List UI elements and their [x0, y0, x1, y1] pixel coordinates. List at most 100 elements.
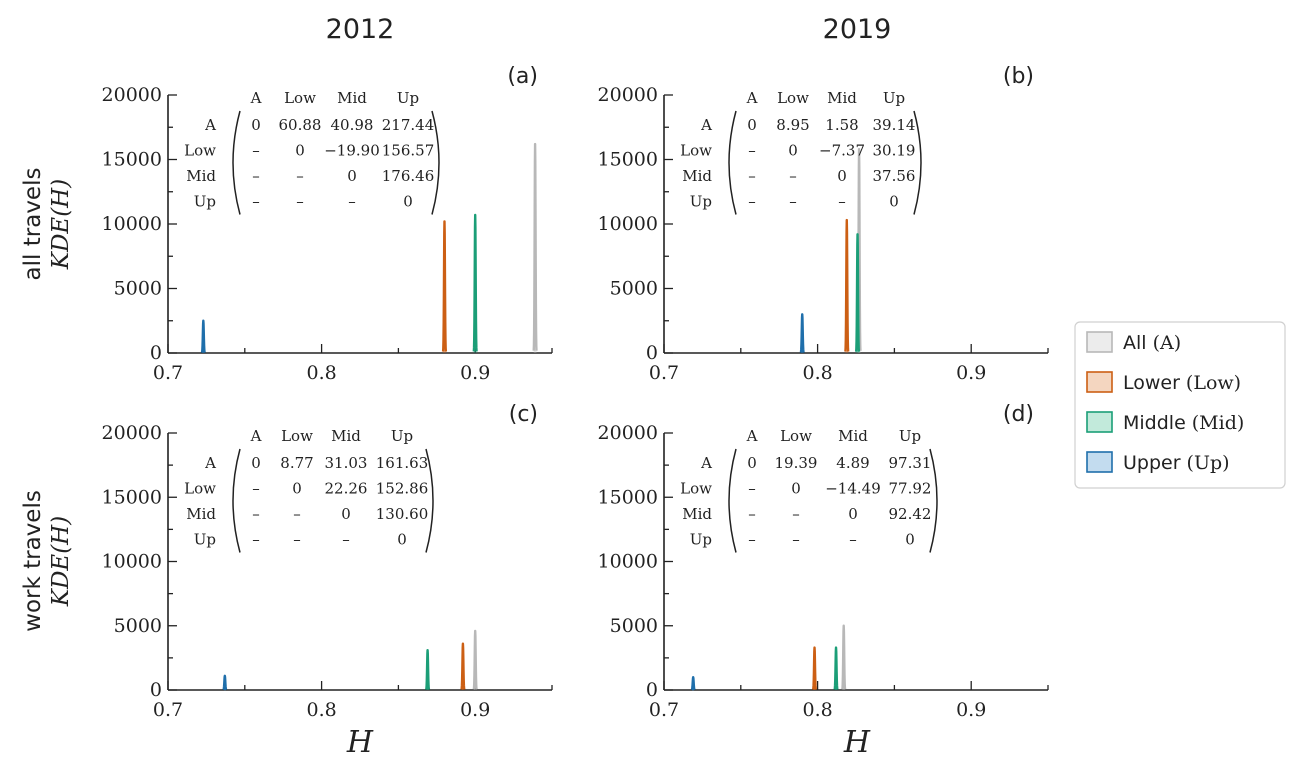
matrix-cell: 217.44	[382, 116, 435, 134]
matrix-cell: –	[293, 505, 301, 523]
matrix-cell: −7.37	[819, 142, 865, 160]
matrix-cell: 97.31	[889, 454, 932, 472]
matrix-cell: 161.63	[376, 454, 429, 472]
legend-swatch-all	[1086, 331, 1113, 353]
distance-matrix: A Low Mid Up A 0 19.39 4.89 97.31 Low – 0 −14.49 77.9…	[680, 427, 938, 553]
kde-line-upper	[222, 674, 228, 691]
kde-line-upper	[799, 313, 805, 353]
y-tick-label: 10000	[598, 551, 658, 573]
panel-1: 0 5000 10000 15000 20000 0.7 0.8 0.9 (b) A Low Mid U…	[598, 64, 1049, 384]
x-tick-label: 0.8	[306, 699, 336, 721]
x-tick-label: 0.8	[802, 362, 832, 384]
x-tick-label: 0.9	[460, 699, 490, 721]
matrix-cell: 0	[292, 480, 302, 498]
matrix-header: Up	[883, 89, 905, 107]
matrix-header: Low	[281, 427, 313, 445]
matrix-cell: –	[252, 505, 260, 523]
y-tick-label: 5000	[610, 278, 658, 300]
xlabel-left: H	[346, 725, 374, 759]
matrix-header: Mid	[331, 427, 361, 445]
matrix-cell: –	[342, 531, 350, 549]
kde-line-middle	[833, 646, 839, 690]
matrix-cell: –	[252, 480, 260, 498]
matrix-row-label: Low	[184, 480, 216, 498]
matrix-right-paren	[425, 448, 434, 553]
y-tick-label: 15000	[598, 486, 658, 508]
y-tick-label: 0	[646, 679, 658, 701]
matrix-cell: –	[838, 193, 846, 211]
distance-matrix: A Low Mid Up A 0 8.77 31.03 161.63 Low – 0 22.26 152.…	[184, 427, 434, 553]
matrix-cell: 0	[341, 505, 351, 523]
kde-line-all	[532, 142, 538, 351]
matrix-cell: 176.46	[382, 167, 435, 185]
matrix-cell: 60.88	[279, 116, 322, 134]
matrix-row-label: A	[204, 454, 216, 472]
matrix-cell: 39.14	[873, 116, 916, 134]
matrix-row-label: Mid	[682, 167, 712, 185]
legend-label: All (A)	[1123, 332, 1181, 354]
matrix-header: Low	[284, 89, 316, 107]
distance-matrix: A Low Mid Up A 0 60.88 40.98 217.44 Low – 0 −19.90 15…	[184, 89, 440, 215]
matrix-header: Up	[899, 427, 921, 445]
matrix-left-paren	[232, 110, 241, 215]
matrix-row-label: A	[700, 454, 712, 472]
legend-label: Lower (Low)	[1123, 372, 1241, 394]
matrix-cell: –	[748, 505, 756, 523]
matrix-cell: –	[748, 193, 756, 211]
col-title-2019: 2019	[823, 14, 892, 45]
matrix-cell: –	[748, 142, 756, 160]
matrix-row-label: A	[700, 116, 712, 134]
matrix-header: Up	[397, 89, 419, 107]
matrix-cell: 0	[747, 116, 757, 134]
matrix-cell: –	[849, 531, 857, 549]
matrix-left-paren	[728, 110, 737, 215]
legend-label: Upper (Up)	[1123, 452, 1230, 474]
matrix-cell: 4.89	[836, 454, 869, 472]
matrix-cell: 22.26	[325, 480, 368, 498]
panel-letter: (a)	[507, 64, 538, 89]
matrix-cell: –	[296, 193, 304, 211]
y-tick-label: 0	[646, 342, 658, 364]
matrix-cell: 0	[403, 193, 413, 211]
matrix-row-label: Up	[194, 193, 216, 211]
matrix-cell: 0	[295, 142, 305, 160]
kde-line-middle	[854, 233, 861, 352]
kde-line-upper	[690, 675, 696, 691]
legend-name: Upper	[1123, 452, 1181, 474]
matrix-cell: 8.77	[280, 454, 313, 472]
legend: All (A) Lower (Low) Middle (Mid) Upper (Up)	[1074, 321, 1286, 489]
x-tick-label: 0.8	[802, 699, 832, 721]
matrix-cell: 31.03	[325, 454, 368, 472]
matrix-header: A	[250, 427, 262, 445]
matrix-cell: 0	[889, 193, 899, 211]
matrix-cell: 0	[788, 142, 798, 160]
col-title-2012: 2012	[326, 14, 395, 45]
x-tick-label: 0.8	[306, 362, 336, 384]
legend-frame	[1074, 321, 1286, 489]
y-tick-label: 20000	[598, 84, 658, 106]
matrix-cell: 19.39	[775, 454, 818, 472]
matrix-right-paren	[431, 110, 440, 215]
matrix-header: A	[746, 89, 758, 107]
xlabel-right: H	[843, 725, 871, 759]
kde-line-lower	[460, 642, 466, 690]
matrix-header: Low	[780, 427, 812, 445]
matrix-cell: 130.60	[376, 505, 429, 523]
legend-swatch-lower	[1086, 371, 1113, 393]
legend-abbr: (Up)	[1187, 452, 1230, 474]
y-tick-label: 20000	[102, 84, 162, 106]
panel-letter: (b)	[1003, 64, 1034, 89]
matrix-row-label: Low	[184, 142, 216, 160]
x-tick-label: 0.9	[956, 362, 986, 384]
y-tick-label: 0	[150, 679, 162, 701]
matrix-cell: –	[792, 505, 800, 523]
y-tick-label: 15000	[102, 486, 162, 508]
x-tick-label: 0.7	[649, 699, 679, 721]
y-tick-label: 5000	[114, 615, 162, 637]
legend-name: Middle	[1123, 412, 1186, 434]
matrix-cell: –	[296, 167, 304, 185]
kde-line-middle	[472, 213, 478, 352]
legend-label: Middle (Mid)	[1123, 412, 1244, 434]
row-label-all-travels-ylabel: KDE(H)	[48, 179, 74, 270]
matrix-left-paren	[728, 448, 737, 553]
